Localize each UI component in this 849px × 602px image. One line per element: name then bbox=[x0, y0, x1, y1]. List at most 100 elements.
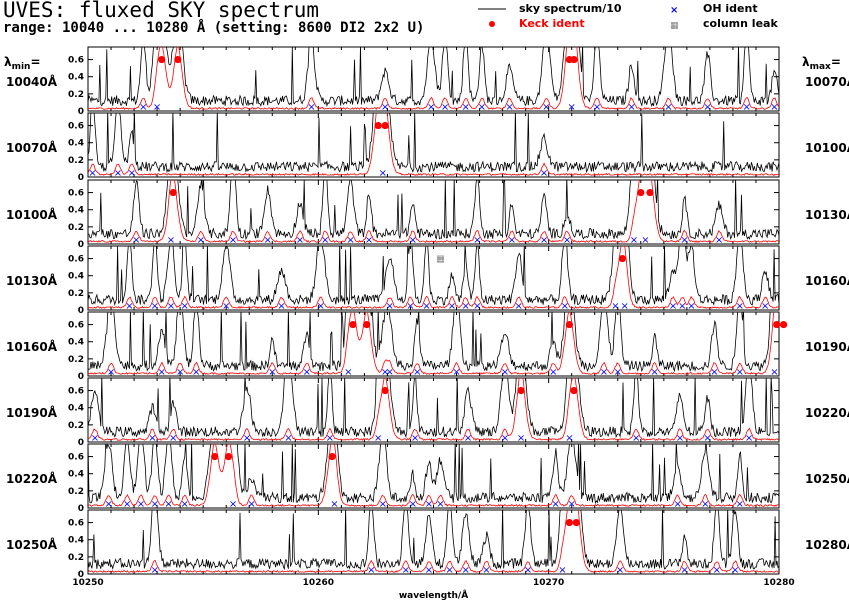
column-leak-marker: ▦ bbox=[436, 255, 445, 265]
oh-ident-marker: × bbox=[411, 433, 419, 444]
lambda-max-label: 10190Å bbox=[805, 339, 849, 354]
oh-ident-marker: × bbox=[402, 565, 410, 576]
ytick-label: 0.6 bbox=[68, 255, 84, 265]
oh-ident-marker: × bbox=[379, 499, 387, 510]
oh-ident-marker: × bbox=[561, 301, 569, 312]
oh-ident-marker: × bbox=[540, 235, 548, 246]
oh-ident-marker: × bbox=[247, 499, 255, 510]
oh-ident-marker: × bbox=[164, 499, 172, 510]
lambda-max-label: 10130Å bbox=[805, 207, 849, 222]
oh-ident-marker: × bbox=[745, 433, 753, 444]
keck-model-line bbox=[88, 444, 779, 507]
oh-ident-marker: × bbox=[452, 367, 460, 378]
ytick-label: 0.2 bbox=[68, 421, 84, 431]
oh-ident-marker: × bbox=[151, 301, 159, 312]
oh-ident-marker: × bbox=[88, 168, 96, 179]
keck-ident-marker bbox=[381, 121, 389, 130]
oh-ident-marker: × bbox=[107, 367, 115, 378]
oh-ident-marker: × bbox=[687, 301, 695, 312]
ytick-label: 0.6 bbox=[68, 453, 84, 463]
ytick-label: 0.4 bbox=[68, 536, 84, 546]
keck-ident-marker bbox=[517, 386, 525, 395]
oh-ident-marker: × bbox=[425, 565, 433, 576]
sky-spectrum-line bbox=[88, 246, 779, 306]
keck-model-line bbox=[88, 113, 779, 176]
lambda-max-label: 10070Å bbox=[805, 74, 849, 89]
oh-ident-marker: × bbox=[680, 565, 688, 576]
oh-ident-marker: × bbox=[549, 367, 557, 378]
oh-ident-marker: × bbox=[641, 235, 649, 246]
oh-ident-marker: × bbox=[701, 499, 709, 510]
oh-ident-marker: × bbox=[713, 565, 721, 576]
oh-ident-marker: × bbox=[137, 499, 145, 510]
oh-ident-marker: × bbox=[303, 367, 311, 378]
oh-ident-marker: × bbox=[478, 102, 486, 113]
lambda-min-label: 10100Å bbox=[6, 207, 58, 222]
legend-oh-label: OH ident bbox=[703, 2, 758, 15]
oh-ident-marker: × bbox=[736, 367, 744, 378]
ytick-label: 0.2 bbox=[68, 553, 84, 563]
oh-ident-marker: × bbox=[381, 102, 389, 113]
lambda-min-label: 10130Å bbox=[6, 273, 58, 288]
keck-ident-marker bbox=[349, 320, 357, 329]
x-axis-label: wavelength/Å bbox=[399, 590, 468, 601]
oh-ident-marker: × bbox=[620, 301, 628, 312]
chart-legend: × ▦ sky spectrum/10 Keck ident OH ident … bbox=[478, 2, 848, 36]
oh-ident-marker: × bbox=[132, 235, 140, 246]
oh-ident-marker: × bbox=[770, 102, 778, 113]
sky-spectrum-line bbox=[88, 444, 779, 505]
ytick-label: 0.6 bbox=[68, 519, 84, 529]
oh-ident-marker: × bbox=[540, 168, 548, 179]
keck-ident-marker bbox=[565, 518, 573, 527]
oh-ident-marker: × bbox=[413, 367, 421, 378]
oh-ident-marker: × bbox=[222, 301, 230, 312]
lambda-min-header: λmin= bbox=[4, 55, 41, 72]
oh-ident-marker: × bbox=[508, 235, 516, 246]
oh-ident-marker: × bbox=[715, 235, 723, 246]
lambda-min-label: 10220Å bbox=[6, 471, 58, 486]
oh-ident-marker: × bbox=[551, 499, 559, 510]
legend-leak-label: column leak bbox=[703, 17, 778, 30]
ytick-label: 0.6 bbox=[68, 122, 84, 132]
ytick-label: 0.6 bbox=[68, 189, 84, 199]
oh-ident-marker: × bbox=[616, 565, 624, 576]
ytick-label: 0.6 bbox=[68, 387, 84, 397]
xtick-label: 10280 bbox=[763, 578, 794, 588]
ytick-label: 0 bbox=[78, 173, 84, 183]
keck-ident-marker bbox=[637, 188, 645, 197]
chart-title: UVES: fluxed SKY spectrum bbox=[3, 0, 320, 22]
oh-ident-marker: × bbox=[448, 301, 456, 312]
legend-oh-marker: × bbox=[670, 5, 678, 16]
sky-spectrum-line bbox=[88, 510, 779, 571]
oh-ident-marker: × bbox=[197, 235, 205, 246]
oh-ident-marker: × bbox=[743, 102, 751, 113]
oh-ident-marker: × bbox=[441, 102, 449, 113]
keck-model-line bbox=[88, 246, 779, 309]
ytick-label: 0.4 bbox=[68, 272, 84, 282]
lambda-max-label: 10220Å bbox=[805, 405, 849, 420]
oh-ident-marker: × bbox=[105, 499, 113, 510]
oh-ident-marker: × bbox=[386, 301, 394, 312]
sky-spectrum-line bbox=[88, 113, 779, 174]
oh-ident-marker: × bbox=[344, 367, 352, 378]
keck-ident-marker bbox=[211, 452, 219, 461]
oh-ident-marker: × bbox=[296, 235, 304, 246]
oh-ident-marker: × bbox=[627, 102, 635, 113]
oh-ident-marker: × bbox=[669, 301, 677, 312]
oh-ident-marker: × bbox=[731, 565, 739, 576]
ytick-label: 0.2 bbox=[68, 223, 84, 233]
oh-ident-marker: × bbox=[346, 235, 354, 246]
ytick-label: 0 bbox=[78, 240, 84, 250]
oh-ident-marker: × bbox=[524, 565, 532, 576]
oh-ident-marker: × bbox=[153, 102, 161, 113]
oh-ident-marker: × bbox=[321, 235, 329, 246]
oh-ident-marker: × bbox=[473, 235, 481, 246]
sky-spectrum-line bbox=[88, 312, 771, 373]
oh-ident-marker: × bbox=[169, 433, 177, 444]
lambda-min-label: 10160Å bbox=[6, 339, 58, 354]
lambda-max-label: 10250Å bbox=[805, 471, 849, 486]
keck-ident-marker bbox=[169, 188, 177, 197]
oh-ident-marker: × bbox=[277, 301, 285, 312]
keck-ident-marker bbox=[374, 121, 382, 130]
